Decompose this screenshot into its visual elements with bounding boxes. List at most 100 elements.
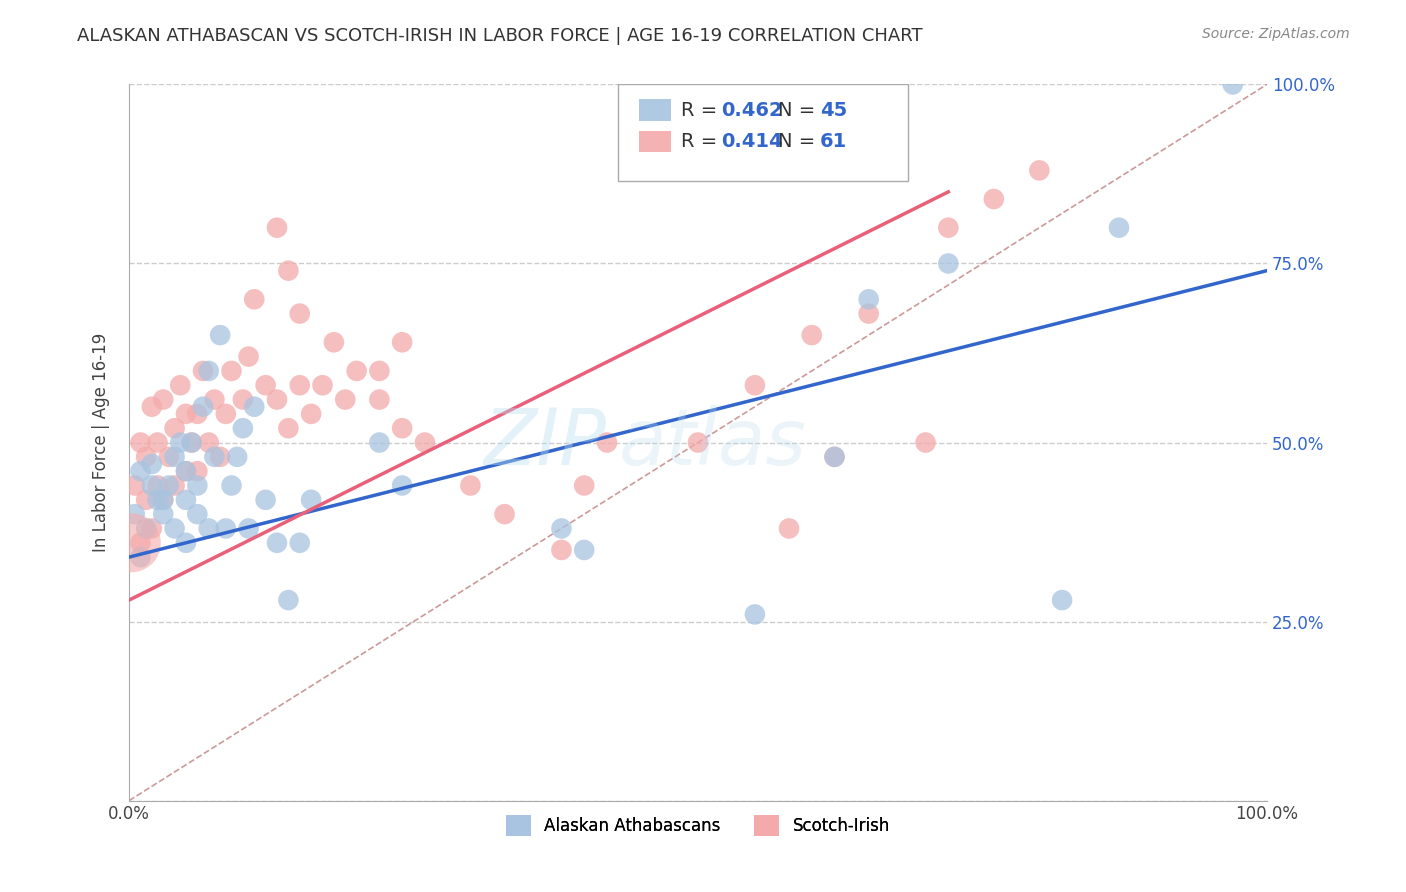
Point: [204, 450, 226, 464]
Point: [174, 407, 197, 421]
Point: [778, 521, 800, 535]
Text: 61: 61: [820, 132, 846, 152]
Text: 45: 45: [820, 101, 846, 120]
Point: [983, 192, 1005, 206]
Point: [238, 521, 260, 535]
Point: [157, 478, 180, 492]
Point: [413, 435, 436, 450]
Point: [209, 328, 232, 343]
Bar: [638, 100, 671, 121]
Point: [1108, 220, 1130, 235]
Point: [254, 492, 277, 507]
Point: [186, 464, 208, 478]
Point: [277, 593, 299, 607]
Point: [120, 536, 142, 550]
Point: [174, 464, 197, 478]
Point: [124, 507, 146, 521]
Point: [288, 307, 311, 321]
Point: [550, 521, 572, 535]
Point: [232, 421, 254, 435]
Point: [129, 536, 152, 550]
Point: [169, 378, 191, 392]
Point: [163, 450, 186, 464]
Text: R =: R =: [681, 101, 724, 120]
Point: [311, 378, 333, 392]
Point: [186, 407, 208, 421]
Point: [346, 364, 368, 378]
Point: [824, 450, 846, 464]
Legend: Alaskan Athabascans, Scotch-Irish: Alaskan Athabascans, Scotch-Irish: [499, 809, 897, 842]
Point: [215, 521, 238, 535]
Point: [152, 492, 174, 507]
Text: 0.414: 0.414: [721, 132, 782, 152]
Point: [1050, 593, 1073, 607]
Point: [744, 378, 766, 392]
Point: [550, 543, 572, 558]
Point: [191, 364, 214, 378]
Point: [368, 392, 391, 407]
Point: [215, 407, 238, 421]
Point: [180, 435, 202, 450]
Point: [204, 392, 226, 407]
Point: [391, 335, 413, 350]
Point: [596, 435, 619, 450]
Point: [163, 421, 186, 435]
Point: [266, 220, 288, 235]
Point: [191, 400, 214, 414]
Point: [141, 400, 163, 414]
Point: [146, 478, 169, 492]
Point: [197, 364, 219, 378]
Point: [197, 521, 219, 535]
Point: [368, 435, 391, 450]
Text: N =: N =: [778, 132, 821, 152]
Point: [299, 492, 322, 507]
Point: [744, 607, 766, 622]
Point: [152, 492, 174, 507]
Point: [226, 450, 249, 464]
Point: [254, 378, 277, 392]
Point: [243, 293, 266, 307]
Text: Source: ZipAtlas.com: Source: ZipAtlas.com: [1202, 27, 1350, 41]
Point: [277, 263, 299, 277]
Point: [288, 536, 311, 550]
Point: [936, 256, 959, 270]
Point: [141, 521, 163, 535]
Point: [197, 435, 219, 450]
Point: [277, 421, 299, 435]
Point: [135, 521, 157, 535]
Text: atlas: atlas: [619, 405, 806, 481]
Point: [288, 378, 311, 392]
Point: [152, 507, 174, 521]
Point: [368, 364, 391, 378]
Point: [135, 450, 157, 464]
Bar: [638, 131, 671, 153]
Point: [186, 478, 208, 492]
Point: [129, 464, 152, 478]
Point: [391, 421, 413, 435]
FancyBboxPatch shape: [619, 85, 908, 181]
Point: [174, 492, 197, 507]
Point: [221, 478, 243, 492]
Point: [124, 478, 146, 492]
Point: [494, 507, 516, 521]
Text: ZIP: ZIP: [484, 405, 607, 481]
Point: [335, 392, 357, 407]
Point: [163, 521, 186, 535]
Point: [686, 435, 709, 450]
Point: [460, 478, 482, 492]
Point: [174, 536, 197, 550]
Point: [146, 435, 169, 450]
Point: [135, 492, 157, 507]
Y-axis label: In Labor Force | Age 16-19: In Labor Force | Age 16-19: [93, 333, 110, 552]
Point: [243, 400, 266, 414]
Point: [858, 307, 880, 321]
Text: 0.462: 0.462: [721, 101, 782, 120]
Point: [936, 220, 959, 235]
Point: [209, 450, 232, 464]
Point: [169, 435, 191, 450]
Point: [152, 392, 174, 407]
Text: R =: R =: [681, 132, 724, 152]
Point: [1222, 78, 1244, 92]
Point: [141, 457, 163, 471]
Point: [858, 293, 880, 307]
